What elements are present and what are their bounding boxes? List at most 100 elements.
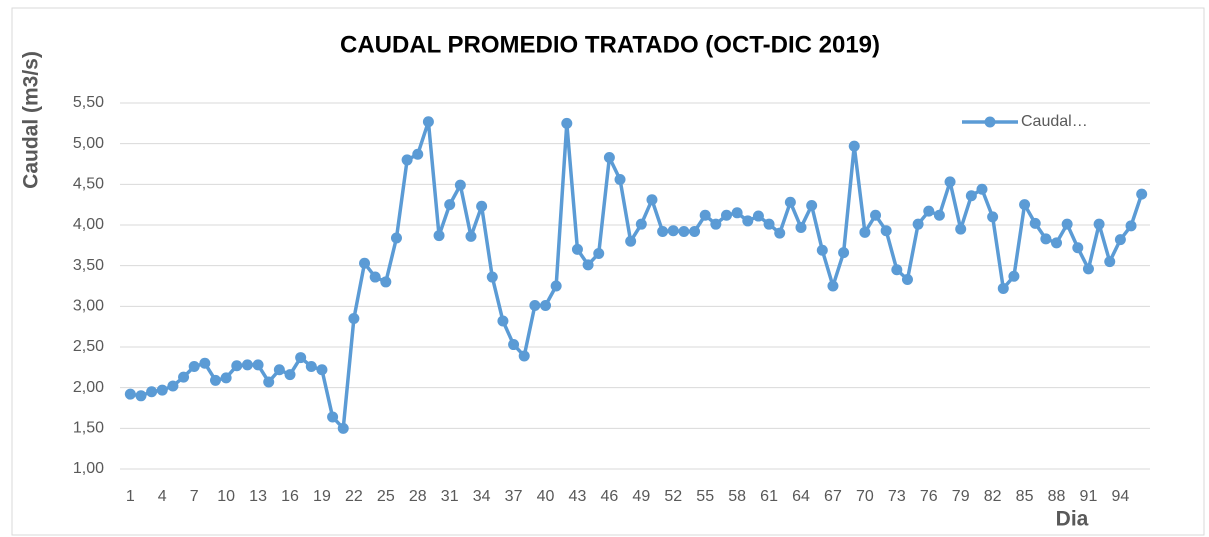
- data-point: [1125, 220, 1137, 232]
- x-tick-label: 70: [856, 488, 874, 505]
- data-point: [540, 300, 552, 312]
- data-point: [763, 218, 775, 230]
- data-point: [295, 352, 307, 364]
- x-tick-label: 34: [473, 488, 491, 505]
- data-point: [1082, 263, 1094, 275]
- data-point: [976, 183, 988, 195]
- data-point: [838, 247, 850, 259]
- x-tick-label: 7: [190, 488, 199, 505]
- x-axis-title: Dia: [1056, 508, 1089, 531]
- x-tick-label: 64: [792, 488, 810, 505]
- x-tick-label: 28: [409, 488, 427, 505]
- x-tick-label: 49: [632, 488, 650, 505]
- x-tick-label: 52: [664, 488, 682, 505]
- x-tick-label: 88: [1048, 488, 1066, 505]
- data-point: [646, 194, 658, 206]
- data-point: [795, 221, 807, 233]
- data-point: [816, 244, 828, 256]
- data-point: [529, 300, 541, 312]
- x-tick-label: 91: [1080, 488, 1098, 505]
- data-point: [1072, 242, 1084, 254]
- chart-title: CAUDAL PROMEDIO TRATADO (OCT-DIC 2019): [340, 31, 880, 58]
- data-point: [359, 257, 371, 269]
- data-point: [337, 422, 349, 434]
- data-point: [284, 369, 296, 381]
- data-point: [965, 190, 977, 202]
- x-tick-label: 76: [920, 488, 938, 505]
- data-point: [327, 411, 339, 423]
- y-tick-label: 4,00: [73, 216, 104, 233]
- x-tick-label: 73: [888, 488, 906, 505]
- data-point: [955, 223, 967, 235]
- x-tick-label: 1: [126, 488, 135, 505]
- x-tick-label: 67: [824, 488, 842, 505]
- x-tick-label: 37: [505, 488, 523, 505]
- data-point: [880, 225, 892, 237]
- data-point: [209, 374, 221, 386]
- data-point: [561, 117, 573, 129]
- data-point: [582, 259, 594, 271]
- data-point: [625, 235, 637, 247]
- data-point: [901, 273, 913, 285]
- data-point: [252, 359, 264, 371]
- y-tick-label: 1,50: [73, 420, 104, 437]
- data-point: [774, 227, 786, 239]
- data-point: [380, 276, 392, 288]
- data-point: [135, 390, 147, 402]
- x-tick-label: 31: [441, 488, 459, 505]
- x-tick-label: 85: [1016, 488, 1034, 505]
- data-point: [199, 357, 211, 369]
- data-point: [1040, 233, 1052, 245]
- y-tick-label: 4,50: [73, 176, 104, 193]
- data-point: [433, 230, 445, 242]
- y-tick-label: 1,00: [73, 460, 104, 477]
- legend-label: Caudal…: [1021, 113, 1088, 130]
- y-tick-label: 3,50: [73, 257, 104, 274]
- data-point: [305, 361, 317, 373]
- x-tick-label: 94: [1111, 488, 1129, 505]
- data-point: [401, 154, 413, 166]
- x-tick-label: 4: [158, 488, 167, 505]
- data-point: [944, 176, 956, 188]
- data-point: [178, 371, 190, 383]
- y-tick-label: 2,00: [73, 379, 104, 396]
- data-point: [444, 199, 456, 211]
- x-tick-label: 61: [760, 488, 778, 505]
- data-point: [486, 271, 498, 283]
- data-point: [1008, 270, 1020, 282]
- data-point: [1051, 237, 1063, 249]
- x-tick-label: 82: [984, 488, 1002, 505]
- data-point: [923, 205, 935, 217]
- data-point: [806, 199, 818, 211]
- data-point: [667, 225, 679, 237]
- data-point: [848, 140, 860, 152]
- x-tick-label: 58: [728, 488, 746, 505]
- data-point: [742, 215, 754, 227]
- data-point: [997, 282, 1009, 294]
- data-point: [1061, 218, 1073, 230]
- data-point: [263, 376, 275, 388]
- data-point: [870, 209, 882, 221]
- data-point: [784, 196, 796, 208]
- y-tick-label: 5,00: [73, 135, 104, 152]
- data-point: [752, 210, 764, 222]
- data-point: [476, 200, 488, 212]
- data-point: [933, 209, 945, 221]
- data-point: [710, 218, 722, 230]
- x-tick-label: 25: [377, 488, 395, 505]
- data-point: [508, 339, 520, 351]
- data-point: [231, 360, 243, 372]
- data-point: [1136, 188, 1148, 200]
- data-point: [720, 209, 732, 221]
- data-point: [518, 350, 530, 362]
- data-point: [1114, 234, 1126, 246]
- y-tick-label: 5,50: [73, 94, 104, 111]
- x-tick-label: 55: [696, 488, 714, 505]
- data-point: [273, 364, 285, 376]
- data-point: [891, 264, 903, 276]
- data-point: [167, 380, 179, 392]
- legend-marker: [984, 116, 996, 128]
- data-point: [603, 151, 615, 163]
- x-tick-label: 46: [600, 488, 618, 505]
